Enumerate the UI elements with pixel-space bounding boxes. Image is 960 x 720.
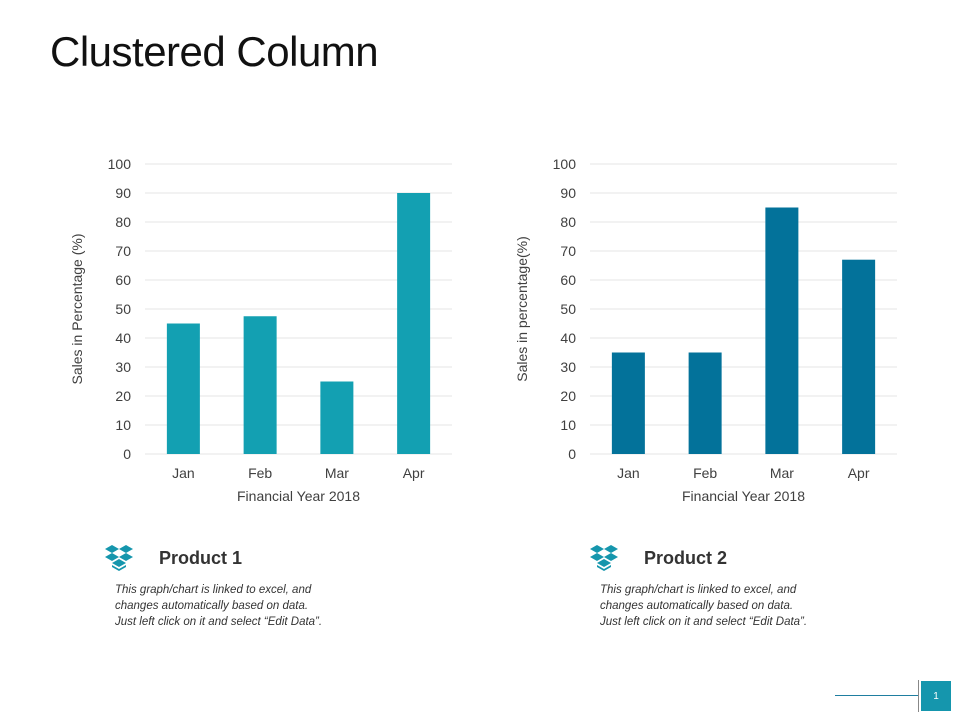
y-tick-label: 90 (560, 185, 576, 201)
y-tick-label: 40 (560, 330, 576, 346)
x-axis-title: Financial Year 2018 (237, 488, 360, 504)
chart-product-2[interactable]: 0 10 20 30 40 50 60 70 80 90 100 Jan Feb Mar Apr Financ… (505, 140, 905, 510)
legend-desc-line: changes automatically based on data. (600, 600, 794, 612)
bar-mar[interactable] (765, 207, 799, 455)
y-tick-label: 60 (115, 272, 131, 288)
footer-line (835, 695, 918, 696)
y-tick-label: 30 (560, 359, 576, 375)
y-tick-label: 30 (115, 359, 131, 375)
page-number: 1 (921, 681, 951, 711)
x-tick-label: Mar (770, 465, 794, 481)
y-tick-label: 10 (560, 417, 576, 433)
y-axis-title: Sales in percentage(%) (514, 236, 530, 382)
chart-product-1[interactable]: 0 10 20 30 40 50 60 70 80 90 100 Jan Feb Mar Apr Financ… (60, 140, 460, 510)
x-tick-label: Apr (403, 465, 425, 481)
x-tick-label: Mar (325, 465, 349, 481)
x-tick-label: Apr (848, 465, 870, 481)
x-tick-label: Jan (172, 465, 195, 481)
bar-jan[interactable] (166, 323, 200, 455)
y-tick-label: 50 (560, 301, 576, 317)
y-tick-label: 50 (115, 301, 131, 317)
legend-desc-line: This graph/chart is linked to excel, and (600, 584, 797, 596)
bar-feb[interactable] (688, 352, 722, 455)
x-tick-label: Feb (248, 465, 272, 481)
x-tick-label: Jan (617, 465, 640, 481)
y-tick-label: 10 (115, 417, 131, 433)
bar-jan[interactable] (611, 352, 645, 455)
bar-apr[interactable] (397, 193, 431, 454)
y-tick-label: 0 (568, 446, 576, 462)
y-tick-label: 90 (115, 185, 131, 201)
y-tick-label: 40 (115, 330, 131, 346)
legend-description: This graph/chart is linked to excel, and… (600, 582, 860, 630)
bar-apr[interactable] (842, 259, 876, 454)
y-tick-label: 100 (108, 156, 132, 172)
legend-product-1: Product 1 This graph/chart is linked to … (103, 540, 403, 630)
bar-feb[interactable] (243, 316, 277, 454)
legend-desc-line: Just left click on it and select “Edit D… (600, 616, 808, 628)
y-tick-label: 100 (553, 156, 577, 172)
x-axis-title: Financial Year 2018 (682, 488, 805, 504)
y-tick-label: 80 (560, 214, 576, 230)
y-tick-label: 70 (560, 243, 576, 259)
dropbox-icon (590, 545, 618, 571)
y-axis-title: Sales in Percentage (%) (69, 234, 85, 385)
legend-product-2: Product 2 This graph/chart is linked to … (588, 540, 888, 630)
legend-desc-line: This graph/chart is linked to excel, and (115, 584, 312, 596)
y-tick-label: 20 (560, 388, 576, 404)
legend-title: Product 2 (644, 547, 728, 568)
legend-desc-line: Just left click on it and select “Edit D… (115, 616, 323, 628)
footer-divider (918, 680, 919, 712)
slide-title: Clustered Column (50, 28, 379, 75)
y-tick-label: 70 (115, 243, 131, 259)
bar-mar[interactable] (320, 381, 354, 455)
legend-desc-line: changes automatically based on data. (115, 600, 309, 612)
y-tick-label: 80 (115, 214, 131, 230)
y-tick-label: 0 (123, 446, 131, 462)
x-tick-label: Feb (693, 465, 717, 481)
y-tick-label: 60 (560, 272, 576, 288)
y-tick-label: 20 (115, 388, 131, 404)
legend-description: This graph/chart is linked to excel, and… (115, 582, 375, 630)
dropbox-icon (105, 545, 133, 571)
legend-title: Product 1 (159, 547, 243, 568)
